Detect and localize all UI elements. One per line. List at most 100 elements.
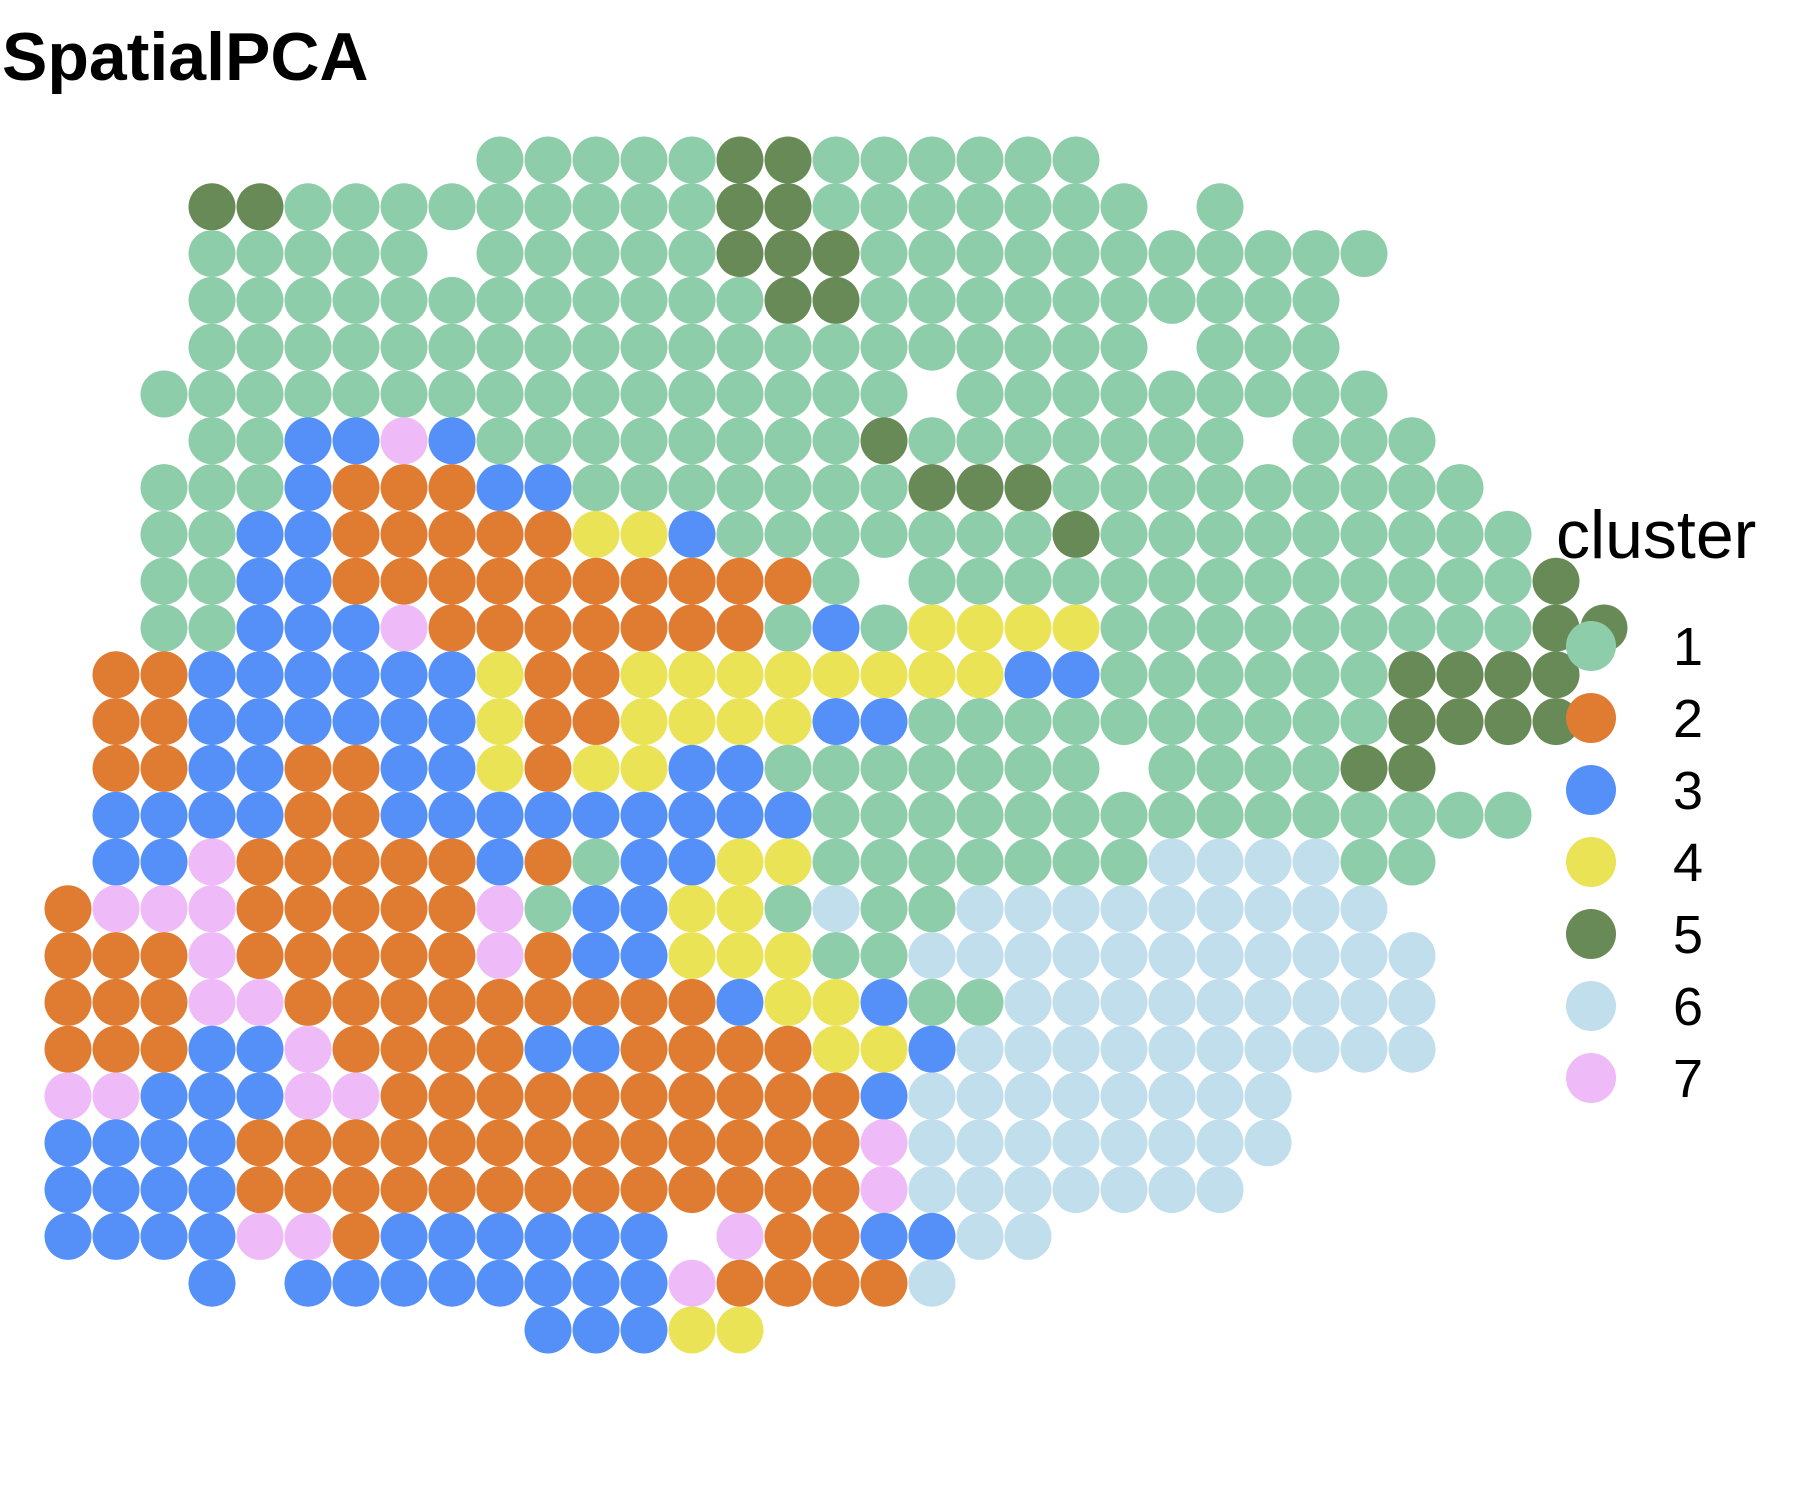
spot-cluster-1 (188, 230, 236, 278)
spot-cluster-1 (1292, 323, 1340, 371)
spot-cluster-3 (284, 557, 332, 605)
spot-cluster-3 (236, 791, 284, 839)
spot-cluster-2 (380, 978, 428, 1026)
spot-cluster-5 (1052, 510, 1100, 558)
spot-cluster-1 (1148, 370, 1196, 418)
spot-cluster-3 (620, 838, 668, 886)
spot-cluster-1 (188, 557, 236, 605)
spot-cluster-1 (140, 370, 188, 418)
spot-cluster-1 (908, 323, 956, 371)
spot-cluster-1 (812, 370, 860, 418)
spot-cluster-3 (860, 978, 908, 1026)
spot-cluster-7 (188, 978, 236, 1026)
spot-cluster-3 (284, 698, 332, 746)
spot-cluster-3 (284, 417, 332, 465)
spot-cluster-6 (1388, 978, 1436, 1026)
spot-cluster-1 (236, 230, 284, 278)
spot-cluster-3 (428, 1212, 476, 1260)
spot-cluster-3 (524, 1025, 572, 1073)
spot-cluster-2 (524, 557, 572, 605)
spot-cluster-3 (92, 1166, 140, 1214)
spot-cluster-1 (764, 417, 812, 465)
spot-cluster-1 (1340, 698, 1388, 746)
spot-cluster-1 (572, 183, 620, 231)
spot-cluster-1 (1004, 838, 1052, 886)
spot-cluster-7 (860, 1119, 908, 1167)
spot-cluster-2 (716, 1259, 764, 1307)
spot-cluster-1 (188, 464, 236, 512)
spot-cluster-6 (1100, 1072, 1148, 1120)
spot-cluster-1 (668, 464, 716, 512)
spot-cluster-1 (668, 276, 716, 324)
spot-cluster-3 (188, 698, 236, 746)
spot-cluster-6 (1196, 1119, 1244, 1167)
spot-cluster-1 (140, 557, 188, 605)
legend-label-3: 3 (1673, 761, 1703, 821)
spot-cluster-2 (572, 698, 620, 746)
spot-cluster-7 (284, 1212, 332, 1260)
spot-cluster-2 (476, 604, 524, 652)
spot-cluster-3 (524, 1259, 572, 1307)
spot-cluster-6 (908, 1166, 956, 1214)
spot-cluster-6 (1148, 1072, 1196, 1120)
spot-cluster-1 (668, 136, 716, 184)
spot-cluster-6 (1292, 978, 1340, 1026)
spot-cluster-1 (668, 230, 716, 278)
spot-cluster-1 (1196, 323, 1244, 371)
spot-cluster-6 (1148, 838, 1196, 886)
spot-cluster-5 (1388, 698, 1436, 746)
legend-label-4: 4 (1673, 833, 1703, 893)
spot-cluster-3 (44, 1166, 92, 1214)
spot-cluster-1 (1196, 276, 1244, 324)
spot-cluster-1 (1292, 510, 1340, 558)
spot-cluster-2 (668, 978, 716, 1026)
spot-cluster-5 (908, 464, 956, 512)
spot-cluster-1 (1148, 276, 1196, 324)
spot-cluster-1 (1292, 230, 1340, 278)
spot-cluster-2 (332, 838, 380, 886)
spot-cluster-6 (956, 1166, 1004, 1214)
spot-cluster-2 (524, 1072, 572, 1120)
spot-cluster-5 (956, 464, 1004, 512)
spot-cluster-1 (716, 510, 764, 558)
spot-cluster-2 (92, 744, 140, 792)
spot-cluster-1 (716, 370, 764, 418)
spot-cluster-2 (92, 698, 140, 746)
spot-cluster-1 (1004, 791, 1052, 839)
spot-cluster-2 (428, 557, 476, 605)
spot-cluster-3 (908, 1025, 956, 1073)
spot-cluster-6 (1292, 885, 1340, 933)
spot-cluster-1 (524, 136, 572, 184)
spot-cluster-3 (284, 651, 332, 699)
spot-cluster-1 (1244, 370, 1292, 418)
spot-cluster-1 (236, 417, 284, 465)
spot-cluster-2 (332, 978, 380, 1026)
spot-cluster-1 (812, 417, 860, 465)
spot-cluster-6 (1148, 1166, 1196, 1214)
spot-cluster-1 (380, 230, 428, 278)
spot-cluster-1 (1196, 464, 1244, 512)
spot-cluster-2 (524, 1166, 572, 1214)
spot-cluster-2 (332, 557, 380, 605)
spot-cluster-2 (716, 1072, 764, 1120)
spot-cluster-4 (1052, 604, 1100, 652)
spot-cluster-1 (620, 464, 668, 512)
spot-cluster-6 (1052, 1025, 1100, 1073)
spot-cluster-3 (620, 885, 668, 933)
spot-cluster-4 (476, 698, 524, 746)
spot-cluster-6 (1196, 838, 1244, 886)
spot-cluster-5 (1004, 464, 1052, 512)
spot-cluster-6 (1148, 978, 1196, 1026)
spot-cluster-2 (332, 1025, 380, 1073)
spot-cluster-3 (572, 791, 620, 839)
spot-cluster-1 (380, 323, 428, 371)
spot-cluster-2 (92, 651, 140, 699)
spot-cluster-1 (380, 370, 428, 418)
spot-cluster-2 (44, 885, 92, 933)
spot-cluster-2 (380, 885, 428, 933)
spot-cluster-6 (1340, 932, 1388, 980)
spot-cluster-4 (716, 651, 764, 699)
spot-cluster-1 (1100, 230, 1148, 278)
spot-cluster-5 (716, 230, 764, 278)
spot-cluster-1 (1436, 510, 1484, 558)
